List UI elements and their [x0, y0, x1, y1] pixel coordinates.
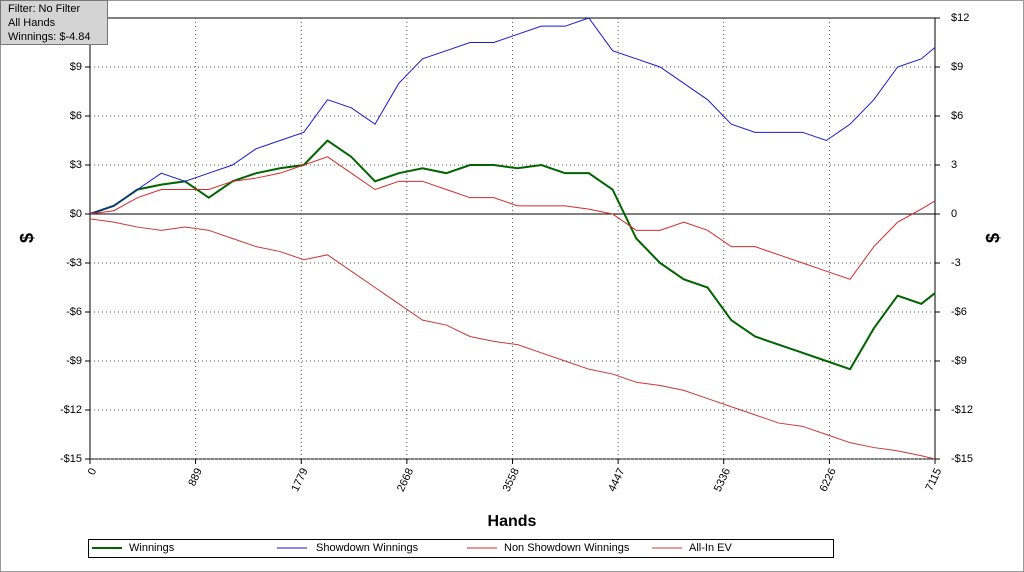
y2-tick-label: $12: [951, 12, 969, 24]
series-line: [89, 156, 936, 280]
x-tick-label: 0: [86, 466, 99, 477]
y-tick-label: $0: [70, 208, 82, 220]
y-tick-label: $9: [70, 61, 82, 73]
legend-label: Showdown Winnings: [316, 542, 419, 554]
series-line: [89, 17, 936, 215]
y-tick-label: -$12: [60, 404, 82, 416]
y2-tick-label: -3: [951, 257, 961, 269]
legend: [88, 539, 834, 558]
y2-tick-label: 0: [951, 208, 957, 220]
y-tick-label: -$9: [66, 355, 82, 367]
x-axis-title: Hands: [488, 513, 537, 530]
y2-tick-label: $9: [951, 61, 963, 73]
y-tick-label: -$6: [66, 306, 82, 318]
y2-tick-label: -$15: [951, 453, 973, 465]
y-tick-label: $3: [70, 159, 82, 171]
y2-tick-label: -$9: [951, 355, 967, 367]
y-axis-title: $: [17, 233, 37, 243]
legend-label: Winnings: [129, 542, 175, 554]
filter-text: Winnings: $-4.84: [8, 31, 91, 43]
y-tick-label: $6: [70, 110, 82, 122]
y2-tick-label: -$12: [951, 404, 973, 416]
y-tick-label: -$15: [60, 453, 82, 465]
y2-tick-label: 3: [951, 159, 957, 171]
filter-text: Filter: No Filter: [8, 3, 80, 15]
y2-axis-title: $: [983, 233, 1003, 243]
y-tick-label: -$3: [66, 257, 82, 269]
y2-tick-label: -$6: [951, 306, 967, 318]
filter-text: All Hands: [8, 17, 56, 29]
legend-label: All-In EV: [689, 542, 732, 554]
series-line: [89, 218, 936, 460]
filter-box: [0, 0, 108, 45]
y2-tick-label: $6: [951, 110, 963, 122]
legend-label: Non Showdown Winnings: [504, 542, 630, 554]
